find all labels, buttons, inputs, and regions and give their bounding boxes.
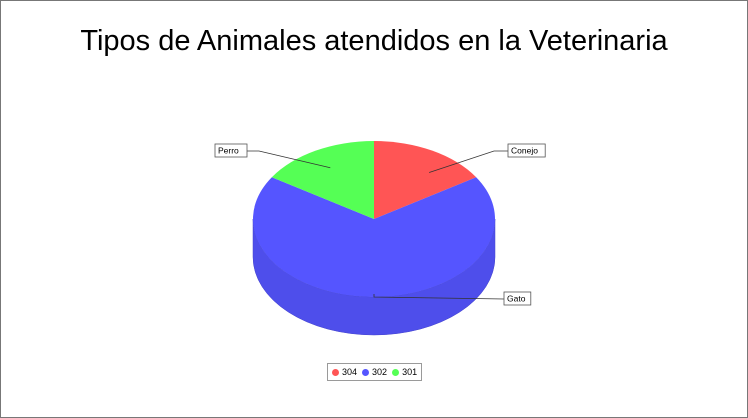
legend-label: 302 <box>372 367 387 377</box>
legend-item: 302 <box>362 367 387 377</box>
legend-item: 304 <box>332 367 357 377</box>
legend-swatch <box>332 369 339 376</box>
slice-label: Conejo <box>511 146 538 156</box>
slice-label: Gato <box>507 294 526 304</box>
slice-label: Perro <box>218 146 239 156</box>
chart-legend: 304 302 301 <box>327 363 422 381</box>
legend-label: 304 <box>342 367 357 377</box>
legend-item: 301 <box>392 367 417 377</box>
legend-swatch <box>392 369 399 376</box>
legend-swatch <box>362 369 369 376</box>
legend-label: 301 <box>402 367 417 377</box>
pie-slices <box>253 141 495 297</box>
